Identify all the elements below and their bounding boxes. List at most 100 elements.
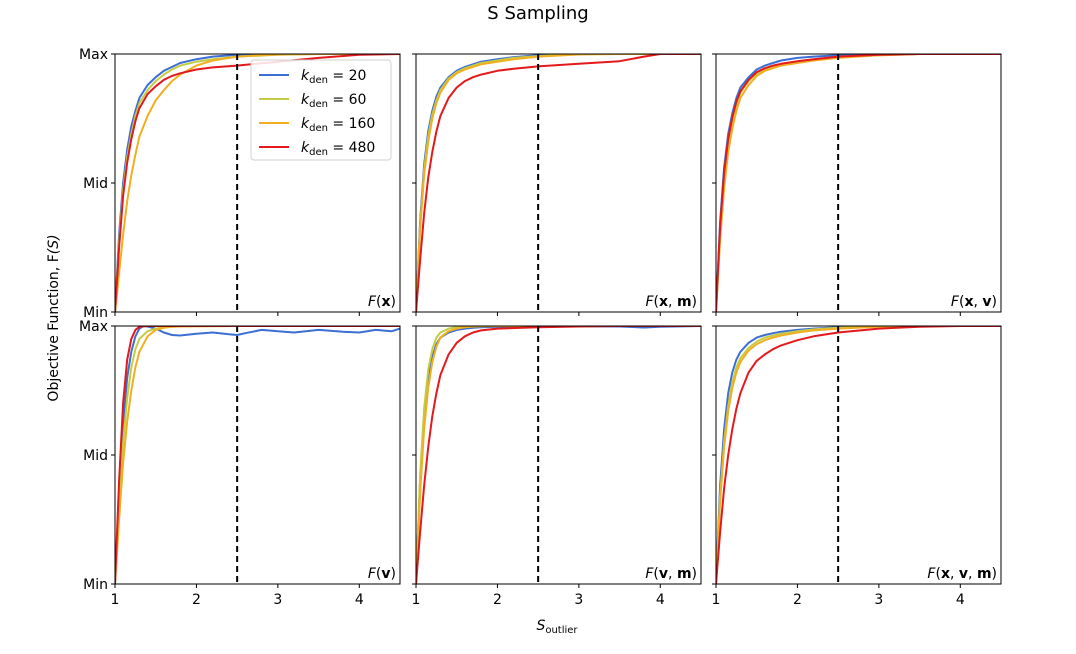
legend-k: k	[301, 92, 310, 108]
panel-label-part: v	[959, 566, 968, 582]
panel-label-part: v	[381, 566, 390, 582]
panel-label: F(v)	[368, 566, 396, 582]
panel-label-part: x	[659, 294, 668, 310]
panel-label: F(x, v)	[951, 294, 997, 310]
panel-label-part: ,	[968, 566, 977, 582]
y-tick-label: Min	[83, 577, 108, 593]
panel-label-part: F	[927, 566, 936, 582]
panel-label-part: m	[677, 294, 692, 310]
legend-value: = 20	[328, 68, 366, 84]
x-tick-label: 2	[793, 592, 802, 608]
legend-box	[250, 59, 392, 161]
panel-label-part: ,	[973, 294, 982, 310]
x-axis-label: Soutlier	[536, 618, 578, 636]
chart-title: S Sampling	[487, 3, 588, 24]
panel-label-part: )	[391, 566, 396, 582]
panel-label: F(x, m)	[645, 294, 697, 310]
series-line-kden-60	[416, 326, 701, 584]
panel-label-part: m	[677, 566, 692, 582]
legend-entry: kden = 60	[301, 92, 366, 110]
panel-3: F(x, v)	[712, 53, 1002, 316]
y-axis-label-argument: (S)	[46, 234, 62, 254]
legend-entry: kden = 160	[301, 116, 375, 134]
legend-k-subscript: den	[309, 75, 328, 86]
series-group	[115, 326, 400, 584]
panel-label-part: )	[992, 294, 997, 310]
series-line-kden-480	[416, 54, 701, 312]
y-axis-label-main: Objective Function, F	[46, 254, 62, 401]
panel-label: F(v, m)	[645, 566, 697, 582]
legend-value: = 160	[328, 116, 375, 132]
x-axis-label-subscript: outlier	[545, 625, 578, 636]
series-line-kden-480	[115, 326, 400, 584]
panel-label-part: x	[382, 294, 391, 310]
panel-label-part: (	[959, 294, 964, 310]
panel-label: F(x, v, m)	[927, 566, 997, 582]
x-tick-label: 1	[412, 592, 421, 608]
x-tick-label: 3	[874, 592, 883, 608]
legend-entry: kden = 20	[301, 68, 366, 86]
series-group	[716, 54, 1001, 312]
panel-5: 1 2 3 4 F(v, m)	[412, 325, 702, 608]
panel-4: 1 2 3 4 Min Mid Max F(v)	[79, 319, 401, 608]
legend-k: k	[301, 116, 310, 132]
legend-value: = 60	[328, 92, 366, 108]
panel-label-part: F	[951, 294, 960, 310]
x-tick-label: 4	[956, 592, 965, 608]
x-tick-label: 2	[493, 592, 502, 608]
legend-entry: kden = 480	[301, 140, 375, 158]
y-tick-label: Mid	[83, 176, 108, 192]
series-line-kden-20	[115, 54, 400, 312]
panel-label-part: )	[692, 294, 697, 310]
legend-k: k	[301, 68, 310, 84]
legend-value: = 480	[328, 140, 375, 156]
x-tick-label: 4	[355, 592, 364, 608]
panel-label-part: )	[992, 566, 997, 582]
panel-label-part: ,	[668, 566, 677, 582]
legend-k-subscript: den	[309, 99, 328, 110]
series-line-kden-160	[416, 326, 701, 584]
x-axis-label-main: S	[536, 618, 545, 634]
panel-2: F(x, m)	[412, 53, 702, 316]
panel-label-part: ,	[668, 294, 677, 310]
panel-label-part: m	[977, 566, 992, 582]
panel-label-part: )	[391, 294, 396, 310]
panel-label-part: F	[368, 294, 377, 310]
panel-label-part: ,	[950, 566, 959, 582]
x-tick-label: 3	[574, 592, 583, 608]
panel-label-part: v	[982, 294, 991, 310]
series-line-kden-20	[115, 326, 400, 584]
series-line-kden-20	[716, 326, 1001, 584]
x-tick-label: 3	[273, 592, 282, 608]
panel-label-part: x	[941, 566, 950, 582]
legend-k-subscript: den	[309, 123, 328, 134]
panel-label-part: (	[376, 294, 381, 310]
x-tick-label: 2	[192, 592, 201, 608]
panel-label-part: F	[645, 566, 654, 582]
panel-label-part: v	[659, 566, 668, 582]
panel-label-part: F	[645, 294, 654, 310]
panel-1: Min Mid Max F(x)	[79, 47, 401, 321]
x-tick-label: 1	[712, 592, 721, 608]
x-tick-label: 4	[656, 592, 665, 608]
series-line-kden-480	[716, 54, 1001, 312]
panel-label-part: (	[653, 566, 658, 582]
y-tick-label: Max	[79, 47, 108, 63]
panel-label-part: (	[376, 566, 381, 582]
y-axis-label: Objective Function, F(S)	[46, 234, 62, 401]
y-tick-label: Mid	[83, 448, 108, 464]
legend-k: k	[301, 140, 310, 156]
legend-k-subscript: den	[309, 147, 328, 158]
y-tick-label: Max	[79, 319, 108, 335]
panel-label-part: F	[368, 566, 377, 582]
panel-label-part: x	[964, 294, 973, 310]
series-group	[716, 326, 1001, 584]
series-line-kden-480	[716, 326, 1001, 584]
x-tick-label: 1	[111, 592, 120, 608]
series-line-kden-160	[716, 326, 1001, 584]
series-line-kden-160	[115, 326, 400, 584]
